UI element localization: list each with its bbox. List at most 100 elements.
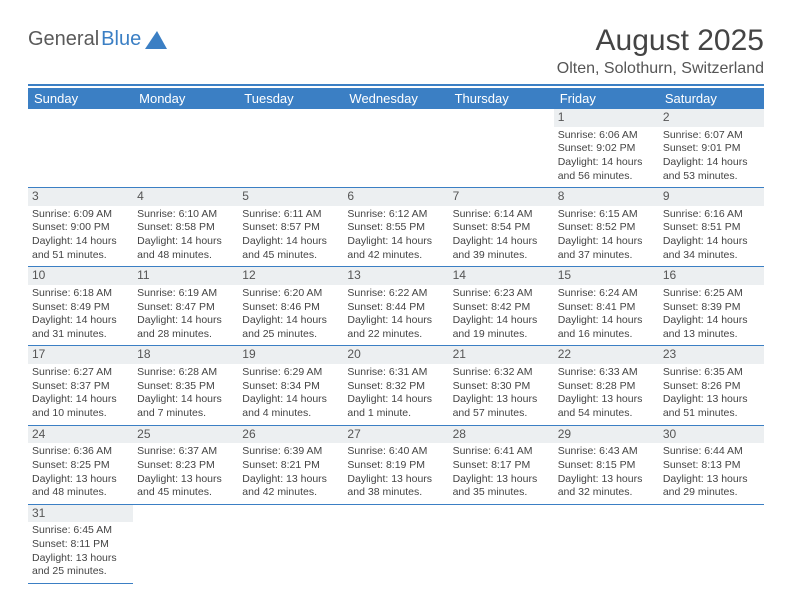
day-body: Sunrise: 6:24 AMSunset: 8:41 PMDaylight:… bbox=[554, 285, 659, 346]
day-body: Sunrise: 6:27 AMSunset: 8:37 PMDaylight:… bbox=[28, 364, 133, 425]
daylight-line: Daylight: 14 hours and 16 minutes. bbox=[558, 314, 655, 341]
day-number: 16 bbox=[659, 267, 764, 285]
sunrise-line: Sunrise: 6:32 AM bbox=[453, 366, 550, 380]
calendar-cell bbox=[133, 109, 238, 188]
sunrise-line: Sunrise: 6:06 AM bbox=[558, 129, 655, 143]
weekday-header: Friday bbox=[554, 88, 659, 109]
sunrise-line: Sunrise: 6:09 AM bbox=[32, 208, 129, 222]
day-number: 1 bbox=[554, 109, 659, 127]
day-body: Sunrise: 6:29 AMSunset: 8:34 PMDaylight:… bbox=[238, 364, 343, 425]
day-number: 8 bbox=[554, 188, 659, 206]
calendar-cell: 15Sunrise: 6:24 AMSunset: 8:41 PMDayligh… bbox=[554, 267, 659, 346]
month-title: August 2025 bbox=[557, 24, 764, 58]
daylight-line: Daylight: 13 hours and 35 minutes. bbox=[453, 473, 550, 500]
sunrise-line: Sunrise: 6:37 AM bbox=[137, 445, 234, 459]
day-number: 20 bbox=[343, 346, 448, 364]
daylight-line: Daylight: 14 hours and 7 minutes. bbox=[137, 393, 234, 420]
sunrise-line: Sunrise: 6:12 AM bbox=[347, 208, 444, 222]
day-body: Sunrise: 6:23 AMSunset: 8:42 PMDaylight:… bbox=[449, 285, 554, 346]
day-number: 9 bbox=[659, 188, 764, 206]
sunrise-line: Sunrise: 6:20 AM bbox=[242, 287, 339, 301]
calendar-cell: 23Sunrise: 6:35 AMSunset: 8:26 PMDayligh… bbox=[659, 346, 764, 425]
sunrise-line: Sunrise: 6:29 AM bbox=[242, 366, 339, 380]
sunrise-line: Sunrise: 6:11 AM bbox=[242, 208, 339, 222]
sunset-line: Sunset: 8:26 PM bbox=[663, 380, 760, 394]
calendar-cell: 2Sunrise: 6:07 AMSunset: 9:01 PMDaylight… bbox=[659, 109, 764, 188]
day-number: 7 bbox=[449, 188, 554, 206]
sunrise-line: Sunrise: 6:31 AM bbox=[347, 366, 444, 380]
day-number: 23 bbox=[659, 346, 764, 364]
sunset-line: Sunset: 8:35 PM bbox=[137, 380, 234, 394]
daylight-line: Daylight: 14 hours and 45 minutes. bbox=[242, 235, 339, 262]
calendar-cell: 9Sunrise: 6:16 AMSunset: 8:51 PMDaylight… bbox=[659, 188, 764, 267]
day-number: 25 bbox=[133, 426, 238, 444]
calendar-cell: 19Sunrise: 6:29 AMSunset: 8:34 PMDayligh… bbox=[238, 346, 343, 425]
calendar-cell bbox=[238, 504, 343, 583]
day-number: 6 bbox=[343, 188, 448, 206]
sunset-line: Sunset: 8:11 PM bbox=[32, 538, 129, 552]
calendar-cell: 1Sunrise: 6:06 AMSunset: 9:02 PMDaylight… bbox=[554, 109, 659, 188]
daylight-line: Daylight: 13 hours and 57 minutes. bbox=[453, 393, 550, 420]
day-body: Sunrise: 6:25 AMSunset: 8:39 PMDaylight:… bbox=[659, 285, 764, 346]
weekday-header: Tuesday bbox=[238, 88, 343, 109]
daylight-line: Daylight: 14 hours and 25 minutes. bbox=[242, 314, 339, 341]
daylight-line: Daylight: 14 hours and 51 minutes. bbox=[32, 235, 129, 262]
calendar-cell: 14Sunrise: 6:23 AMSunset: 8:42 PMDayligh… bbox=[449, 267, 554, 346]
day-body: Sunrise: 6:16 AMSunset: 8:51 PMDaylight:… bbox=[659, 206, 764, 267]
sunset-line: Sunset: 8:28 PM bbox=[558, 380, 655, 394]
calendar-table: Sunday Monday Tuesday Wednesday Thursday… bbox=[28, 88, 764, 584]
day-number: 29 bbox=[554, 426, 659, 444]
calendar-row: 24Sunrise: 6:36 AMSunset: 8:25 PMDayligh… bbox=[28, 425, 764, 504]
sunrise-line: Sunrise: 6:16 AM bbox=[663, 208, 760, 222]
sunset-line: Sunset: 8:34 PM bbox=[242, 380, 339, 394]
calendar-cell bbox=[133, 504, 238, 583]
daylight-line: Daylight: 13 hours and 54 minutes. bbox=[558, 393, 655, 420]
sunset-line: Sunset: 8:37 PM bbox=[32, 380, 129, 394]
day-body: Sunrise: 6:14 AMSunset: 8:54 PMDaylight:… bbox=[449, 206, 554, 267]
day-number: 13 bbox=[343, 267, 448, 285]
calendar-cell: 27Sunrise: 6:40 AMSunset: 8:19 PMDayligh… bbox=[343, 425, 448, 504]
sunset-line: Sunset: 8:42 PM bbox=[453, 301, 550, 315]
weekday-header-row: Sunday Monday Tuesday Wednesday Thursday… bbox=[28, 88, 764, 109]
day-number: 27 bbox=[343, 426, 448, 444]
day-body: Sunrise: 6:28 AMSunset: 8:35 PMDaylight:… bbox=[133, 364, 238, 425]
sunrise-line: Sunrise: 6:36 AM bbox=[32, 445, 129, 459]
day-body: Sunrise: 6:19 AMSunset: 8:47 PMDaylight:… bbox=[133, 285, 238, 346]
calendar-cell: 6Sunrise: 6:12 AMSunset: 8:55 PMDaylight… bbox=[343, 188, 448, 267]
calendar-cell: 8Sunrise: 6:15 AMSunset: 8:52 PMDaylight… bbox=[554, 188, 659, 267]
sunset-line: Sunset: 8:13 PM bbox=[663, 459, 760, 473]
location: Olten, Solothurn, Switzerland bbox=[557, 60, 764, 78]
day-body: Sunrise: 6:35 AMSunset: 8:26 PMDaylight:… bbox=[659, 364, 764, 425]
day-body: Sunrise: 6:09 AMSunset: 9:00 PMDaylight:… bbox=[28, 206, 133, 267]
calendar-cell: 24Sunrise: 6:36 AMSunset: 8:25 PMDayligh… bbox=[28, 425, 133, 504]
sunset-line: Sunset: 8:47 PM bbox=[137, 301, 234, 315]
sunrise-line: Sunrise: 6:44 AM bbox=[663, 445, 760, 459]
day-body: Sunrise: 6:20 AMSunset: 8:46 PMDaylight:… bbox=[238, 285, 343, 346]
sunset-line: Sunset: 8:15 PM bbox=[558, 459, 655, 473]
weekday-header: Thursday bbox=[449, 88, 554, 109]
day-number: 2 bbox=[659, 109, 764, 127]
calendar-cell: 12Sunrise: 6:20 AMSunset: 8:46 PMDayligh… bbox=[238, 267, 343, 346]
calendar-cell: 5Sunrise: 6:11 AMSunset: 8:57 PMDaylight… bbox=[238, 188, 343, 267]
day-body: Sunrise: 6:22 AMSunset: 8:44 PMDaylight:… bbox=[343, 285, 448, 346]
accent-line bbox=[28, 84, 764, 86]
calendar-cell: 25Sunrise: 6:37 AMSunset: 8:23 PMDayligh… bbox=[133, 425, 238, 504]
sunrise-line: Sunrise: 6:07 AM bbox=[663, 129, 760, 143]
day-number: 4 bbox=[133, 188, 238, 206]
day-body: Sunrise: 6:10 AMSunset: 8:58 PMDaylight:… bbox=[133, 206, 238, 267]
day-number: 30 bbox=[659, 426, 764, 444]
calendar-cell: 30Sunrise: 6:44 AMSunset: 8:13 PMDayligh… bbox=[659, 425, 764, 504]
daylight-line: Daylight: 13 hours and 48 minutes. bbox=[32, 473, 129, 500]
sunrise-line: Sunrise: 6:43 AM bbox=[558, 445, 655, 459]
calendar-row: 10Sunrise: 6:18 AMSunset: 8:49 PMDayligh… bbox=[28, 267, 764, 346]
calendar-cell: 18Sunrise: 6:28 AMSunset: 8:35 PMDayligh… bbox=[133, 346, 238, 425]
sunset-line: Sunset: 8:32 PM bbox=[347, 380, 444, 394]
calendar-cell: 13Sunrise: 6:22 AMSunset: 8:44 PMDayligh… bbox=[343, 267, 448, 346]
daylight-line: Daylight: 14 hours and 56 minutes. bbox=[558, 156, 655, 183]
sunrise-line: Sunrise: 6:14 AM bbox=[453, 208, 550, 222]
calendar-cell: 22Sunrise: 6:33 AMSunset: 8:28 PMDayligh… bbox=[554, 346, 659, 425]
day-body: Sunrise: 6:31 AMSunset: 8:32 PMDaylight:… bbox=[343, 364, 448, 425]
sunrise-line: Sunrise: 6:23 AM bbox=[453, 287, 550, 301]
day-body: Sunrise: 6:40 AMSunset: 8:19 PMDaylight:… bbox=[343, 443, 448, 504]
daylight-line: Daylight: 14 hours and 4 minutes. bbox=[242, 393, 339, 420]
